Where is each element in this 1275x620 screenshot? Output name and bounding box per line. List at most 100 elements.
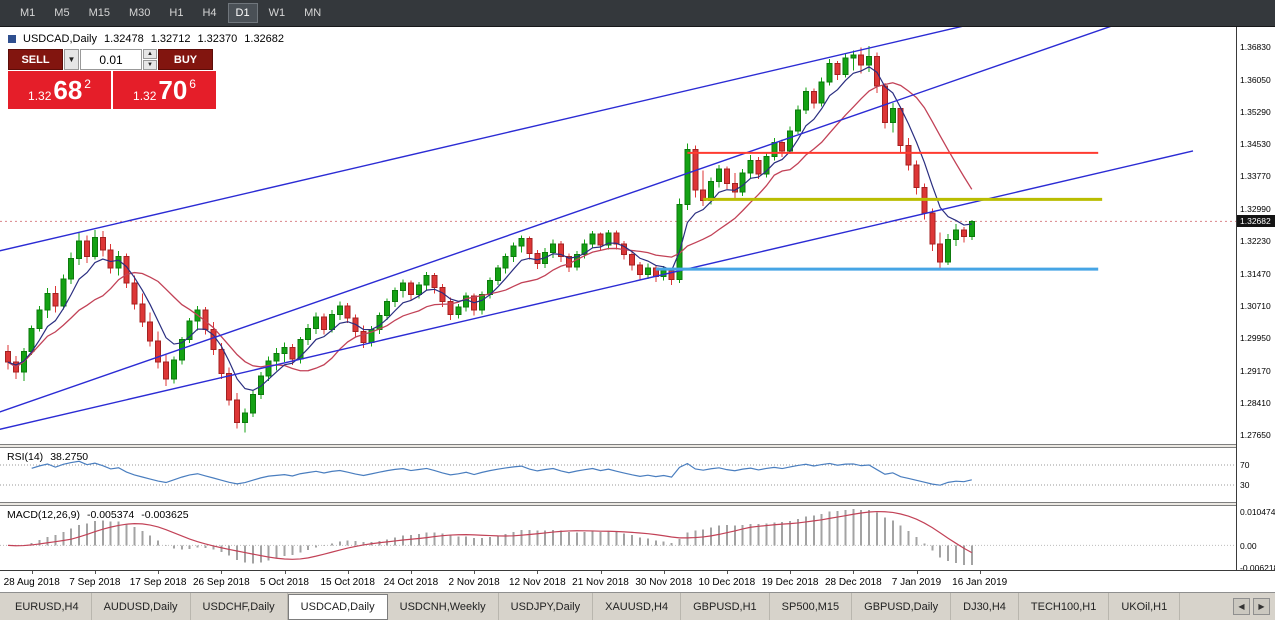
ma-fast-line (7, 66, 972, 392)
channel-upper (0, 27, 963, 252)
buy-price-base: 1.32 (133, 88, 157, 103)
symbol-tab[interactable]: TECH100,H1 (1019, 593, 1110, 620)
macd-axis-label: 0.00 (1240, 541, 1257, 552)
macd-canvas[interactable] (0, 506, 1237, 570)
date-label: 26 Sep 2018 (192, 577, 250, 588)
date-tick (410, 571, 412, 574)
date-tick (726, 571, 728, 574)
symbol-tab[interactable]: AUDUSD,Daily (92, 593, 191, 620)
timeframe-toolbar: M1 M5 M15 M30 H1 H4 D1 W1 MN (0, 0, 1275, 27)
macd-pane[interactable]: MACD(12,26,9) -0.005374 -0.003625 (0, 506, 1237, 570)
date-tick (979, 571, 981, 574)
timeframe-button-m30[interactable]: M30 (121, 3, 158, 23)
macd-axis-label: -0.006218 (1240, 563, 1275, 573)
timeframe-button-d1[interactable]: D1 (227, 3, 258, 23)
symbol-tab[interactable]: USDCNH,Weekly (388, 593, 499, 620)
main-chart-canvas[interactable] (0, 27, 1237, 444)
symbol-tab[interactable]: USDCHF,Daily (191, 593, 288, 620)
date-label: 17 Sep 2018 (129, 577, 187, 588)
macd-histogram (14, 509, 973, 566)
chart-header: USDCAD,Daily 1.32478 1.32712 1.32370 1.3… (8, 33, 284, 45)
volume-dropdown-button[interactable]: ▼ (64, 49, 79, 70)
timeframe-button-w1[interactable]: W1 (261, 3, 294, 23)
date-label: 10 Dec 2018 (698, 577, 756, 588)
date-tick (600, 571, 602, 574)
price-tick-label: 1.29950 (1240, 332, 1271, 343)
symbol-tab[interactable]: GBPUSD,H1 (681, 593, 770, 620)
symbol-tab[interactable]: SP500,M15 (770, 593, 853, 620)
date-axis[interactable]: 28 Aug 2018 7 Sep 2018 17 Sep 2018 26 Sep 2… (0, 570, 1275, 592)
current-price-badge: 1.32682 (1237, 215, 1275, 228)
sell-price-pips: 68 (53, 75, 83, 105)
timeframe-button-mn[interactable]: MN (296, 3, 329, 23)
main-chart-pane[interactable]: USDCAD,Daily 1.32478 1.32712 1.32370 1.3… (0, 27, 1237, 444)
sell-price-base: 1.32 (28, 88, 52, 103)
pane-splitter[interactable] (0, 444, 1275, 448)
buy-price-pips: 70 (158, 75, 188, 105)
price-tick-label: 1.32230 (1240, 236, 1271, 247)
rsi-level-label: 30 (1240, 480, 1250, 490)
date-label: 2 Nov 2018 (448, 577, 500, 588)
date-tick (221, 571, 223, 574)
date-label: 12 Nov 2018 (508, 577, 566, 588)
timeframe-button-m1[interactable]: M1 (12, 3, 43, 23)
macd-axis-label: 0.010474 (1240, 507, 1275, 517)
symbol-tab[interactable]: GBPUSD,Daily (852, 593, 952, 620)
symbol-tab[interactable]: XAUUSD,H4 (593, 593, 682, 620)
timeframe-button-m15[interactable]: M15 (81, 3, 118, 23)
rsi-canvas[interactable] (0, 448, 1237, 502)
channel-lower (0, 150, 1194, 430)
rsi-value: 38.2750 (50, 451, 89, 463)
tab-scroll-left-button[interactable]: ◀ (1233, 598, 1250, 615)
buy-price-point: 6 (189, 76, 196, 91)
macd-signal-line (7, 510, 973, 560)
pane-splitter[interactable] (0, 502, 1275, 506)
buy-price-panel[interactable]: 1.32 70 6 (113, 71, 216, 109)
timeframe-button-h1[interactable]: H1 (161, 3, 191, 23)
volume-increase-button[interactable]: ▲ (143, 49, 157, 59)
price-tick-label: 1.33770 (1240, 171, 1271, 182)
symbol-tab[interactable]: UKOil,H1 (1109, 593, 1181, 620)
buy-button[interactable]: BUY (158, 49, 213, 70)
tab-scroll-controls: ◀ ▶ (1233, 593, 1275, 620)
macd-header: MACD(12,26,9) -0.005374 -0.003625 (7, 509, 189, 521)
sell-price-panel[interactable]: 1.32 68 2 (8, 71, 111, 109)
rsi-line (31, 460, 972, 486)
price-tick-label: 1.36050 (1240, 74, 1271, 85)
chevron-down-icon: ▼ (67, 55, 76, 64)
ascending-trendline (0, 27, 1112, 413)
ohlc-open: 1.32478 (103, 33, 144, 45)
chart-symbol-period: USDCAD,Daily (23, 33, 97, 45)
price-axis-separator (1236, 27, 1237, 570)
price-tick-label: 1.34530 (1240, 139, 1271, 150)
sell-button[interactable]: SELL (8, 49, 63, 70)
date-label: 28 Dec 2018 (824, 577, 882, 588)
timeframe-button-h4[interactable]: H4 (194, 3, 224, 23)
date-tick (347, 571, 349, 574)
date-tick (663, 571, 665, 574)
symbol-tab[interactable]: EURUSD,H4 (3, 593, 92, 620)
chart-workspace: USDCAD,Daily 1.32478 1.32712 1.32370 1.3… (0, 27, 1275, 620)
symbol-tab[interactable]: USDJPY,Daily (499, 593, 594, 620)
price-tick-label: 1.36830 (1240, 42, 1271, 52)
date-tick (94, 571, 96, 574)
price-tick-label: 1.31470 (1240, 268, 1271, 279)
symbol-tab[interactable]: USDCAD,Daily (287, 594, 388, 620)
date-tick (284, 571, 286, 574)
symbol-tab[interactable]: DJ30,H4 (951, 593, 1019, 620)
volume-decrease-button[interactable]: ▼ (143, 60, 157, 70)
macd-main-value: -0.005374 (86, 509, 135, 521)
price-axis[interactable]: 1.36830 1.36050 1.35290 1.34530 1.33770 1.329… (1237, 27, 1275, 573)
rsi-header: RSI(14) 38.2750 (7, 451, 88, 463)
tab-scroll-right-button[interactable]: ▶ (1253, 598, 1270, 615)
rsi-pane[interactable]: RSI(14) 38.2750 (0, 448, 1237, 502)
price-tick-label: 1.28410 (1240, 397, 1271, 408)
ohlc-high: 1.32712 (150, 33, 191, 45)
timeframe-button-m5[interactable]: M5 (46, 3, 77, 23)
date-tick (790, 571, 792, 574)
price-tick-label: 1.30710 (1240, 300, 1271, 311)
rsi-label: RSI(14) (7, 451, 44, 463)
date-label: 30 Nov 2018 (635, 577, 693, 588)
volume-input[interactable] (80, 49, 142, 70)
